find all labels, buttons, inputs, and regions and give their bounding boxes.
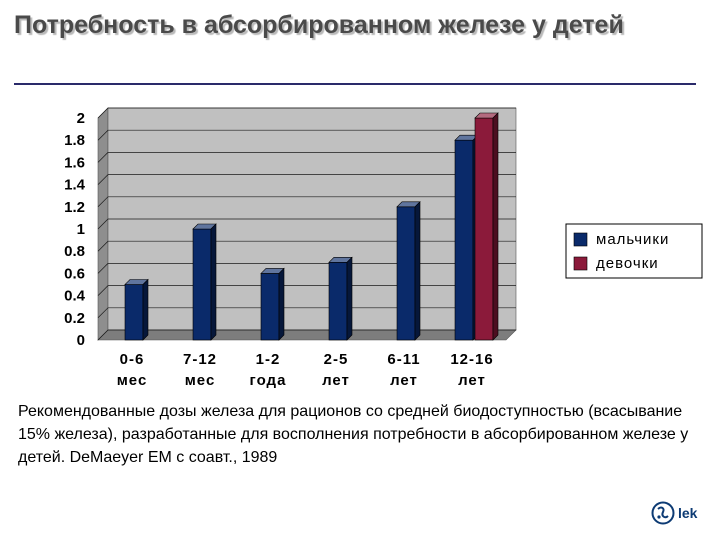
legend — [565, 223, 703, 279]
y-tick-label: 0.2 — [64, 310, 85, 327]
x-tick-label: мес — [117, 372, 148, 389]
y-tick-label: 1.8 — [64, 132, 85, 149]
y-tick-label: 1.2 — [64, 199, 85, 216]
bar-мальчики-3-side — [346, 256, 353, 341]
x-tick-label: лет — [390, 372, 418, 389]
y-tick-label: 1.6 — [64, 154, 85, 171]
y-tick-label: 0 — [77, 332, 85, 349]
iron-requirement-chart: 0 0.2 0.4 0.6 0.8 1 1.2 1.4 1.6 1.8 2 0-6 мес 7-12 мес… — [64, 107, 703, 389]
x-tick-label: лет — [322, 372, 350, 389]
x-tick-label: года — [250, 372, 287, 389]
x-tick-label: 6-11 — [387, 351, 420, 368]
bar-мальчики-5 — [454, 139, 474, 341]
gridline — [97, 263, 516, 274]
x-tick-label: 7-12 — [183, 351, 217, 368]
gridline — [97, 240, 516, 252]
y-tick-label: 2 — [77, 110, 85, 127]
y-tick-label: 0.6 — [64, 265, 85, 282]
x-tick-label: 1-2 — [256, 351, 281, 368]
bar-мальчики-4 — [396, 206, 416, 341]
legend-swatch-0 — [573, 232, 588, 247]
x-tick-label: лет — [458, 372, 486, 389]
gridline — [97, 329, 516, 341]
x-tick-label: 0-6 — [120, 351, 145, 368]
bar-мальчики-1-side — [210, 223, 217, 341]
y-tick-label: 1 — [77, 221, 85, 238]
lek-logo-icon — [651, 501, 675, 525]
bar-девочки-5-side — [492, 112, 499, 341]
gridline — [97, 285, 516, 296]
bar-мальчики-2-side — [278, 267, 285, 341]
bar-мальчики-0 — [124, 284, 144, 341]
x-tick-label: 2-5 — [324, 351, 349, 368]
logo-text: lek — [678, 505, 698, 521]
bar-мальчики-4-side — [414, 201, 421, 341]
title-divider — [14, 83, 696, 85]
y-tick-label: 1.4 — [64, 177, 86, 194]
gridline — [97, 307, 516, 319]
gridline — [97, 174, 516, 185]
gridline — [97, 196, 516, 208]
bar-мальчики-0-side — [142, 278, 149, 341]
gridline — [97, 129, 516, 141]
bar-девочки-5 — [474, 117, 494, 341]
y-tick-label: 0.8 — [64, 243, 85, 260]
legend-label-1: девочки — [596, 255, 659, 272]
bar-мальчики-1 — [192, 228, 212, 341]
chart-caption: Рекомендованные дозы железа для рационов… — [18, 403, 689, 466]
legend-swatch-1 — [573, 256, 588, 271]
bar-мальчики-2 — [260, 273, 280, 341]
bar-мальчики-3 — [328, 261, 348, 341]
gridline — [97, 152, 516, 163]
legend-label-0: мальчики — [596, 231, 669, 248]
x-tick-label: мес — [185, 372, 216, 389]
slide-title: Потребность в абсорбированном железе у д… — [14, 11, 624, 39]
x-tick-label: 12-16 — [450, 351, 493, 368]
gridline — [97, 107, 516, 119]
lek-logo: lek — [651, 501, 697, 525]
chart-floor — [97, 329, 517, 341]
gridline — [97, 218, 516, 230]
y-tick-label: 0.4 — [64, 288, 86, 305]
